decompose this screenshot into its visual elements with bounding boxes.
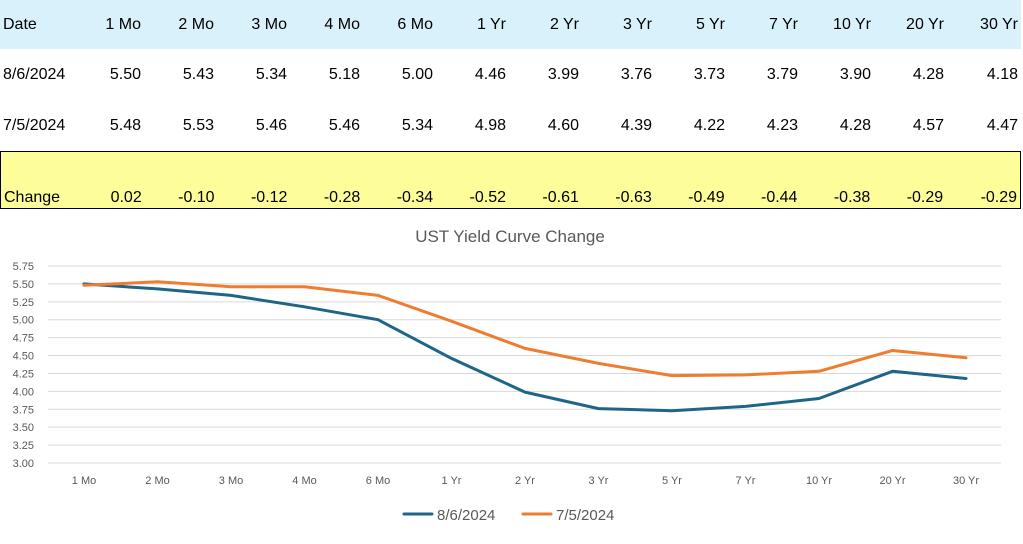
header-cell: 1 Mo xyxy=(105,15,141,33)
y-tick-label: 3.00 xyxy=(13,458,34,470)
row-cell: 3.76 xyxy=(620,65,652,83)
legend-label: 8/6/2024 xyxy=(437,507,495,524)
change-cell: -0.29 xyxy=(906,189,944,206)
x-tick-label: 1 Yr xyxy=(442,475,462,487)
yield-curve-chart: UST Yield Curve Change 3.00 3.25 3.50 3.75 4.… xyxy=(0,219,1021,539)
legend-label: 7/5/2024 xyxy=(556,507,614,524)
row-cell: 4.47 xyxy=(986,116,1018,134)
chart-svg: UST Yield Curve Change 3.00 3.25 3.50 3.75 4.… xyxy=(13,227,1001,524)
row-cell: 4.46 xyxy=(474,65,506,83)
yield-table: Date 1 Mo 2 Mo 3 Mo 4 Mo 6 Mo 1 Yr 2 Yr 3 Yr 5 Yr… xyxy=(0,0,1021,209)
row-cell: 3.90 xyxy=(839,65,871,83)
y-tick-label: 5.00 xyxy=(13,315,34,327)
x-tick-label: 6 Mo xyxy=(366,475,390,487)
y-tick-label: 4.25 xyxy=(13,368,34,380)
row-cell: 5.53 xyxy=(182,116,214,134)
row-cell: 5.00 xyxy=(401,65,433,83)
header-cell: 5 Yr xyxy=(695,15,725,33)
y-tick-label: 5.50 xyxy=(13,279,34,291)
x-tick-label: 20 Yr xyxy=(879,475,905,487)
change-cell: -0.10 xyxy=(178,189,215,206)
header-cell: 2 Yr xyxy=(549,15,579,33)
row-cell: 4.28 xyxy=(912,65,944,83)
row-cell: 4.57 xyxy=(912,116,944,134)
row-cell: 4.23 xyxy=(766,116,798,134)
y-tick-label: 5.75 xyxy=(13,261,34,273)
change-cell: -0.44 xyxy=(760,189,798,206)
x-tick-label: 10 Yr xyxy=(806,475,832,487)
chart-title: UST Yield Curve Change xyxy=(415,227,605,246)
table-header-row: Date 1 Mo 2 Mo 3 Mo 4 Mo 6 Mo 1 Yr 2 Yr 3 Yr 5 Yr… xyxy=(0,0,1021,49)
row-cell: 5.50 xyxy=(109,65,141,83)
y-tick-label: 3.50 xyxy=(13,422,34,434)
row-cell: 7/5/2024 xyxy=(3,116,66,134)
row-cell: 5.48 xyxy=(109,116,141,134)
change-cell: -0.29 xyxy=(980,189,1018,206)
row-cell: 4.60 xyxy=(547,116,579,134)
header-cell: 20 Yr xyxy=(906,15,944,33)
table-row: 8/6/2024 5.50 5.43 5.34 5.18 5.00 4.46 3.99 3.76… xyxy=(0,49,1021,100)
x-tick-label: 3 Mo xyxy=(219,475,243,487)
header-cell: 30 Yr xyxy=(980,15,1018,33)
change-cell: -0.34 xyxy=(396,189,434,206)
y-tick-label: 3.75 xyxy=(13,404,34,416)
x-tick-label: 5 Yr xyxy=(662,475,682,487)
x-tick-label: 30 Yr xyxy=(953,475,979,487)
row-cell: 3.73 xyxy=(693,65,725,83)
change-cell: -0.38 xyxy=(833,189,871,206)
x-tick-label: 2 Mo xyxy=(145,475,169,487)
x-tick-label: 2 Yr xyxy=(515,475,535,487)
x-tick-label: 7 Yr xyxy=(736,475,756,487)
row-cell: 5.43 xyxy=(182,65,214,83)
header-cell: 3 Yr xyxy=(622,15,652,33)
change-cell: -0.63 xyxy=(615,189,652,206)
y-tick-label: 3.25 xyxy=(13,440,34,452)
header-cell: 6 Mo xyxy=(397,15,433,33)
row-cell: 5.46 xyxy=(255,116,287,134)
change-cell: -0.49 xyxy=(688,189,725,206)
y-tick-label: 4.75 xyxy=(13,333,34,345)
x-tick-label: 4 Mo xyxy=(292,475,316,487)
change-cell: -0.12 xyxy=(250,189,288,206)
row-cell: 3.79 xyxy=(766,65,798,83)
y-tick-label: 5.25 xyxy=(13,297,34,309)
change-cell: -0.52 xyxy=(469,189,507,206)
row-cell: 5.18 xyxy=(328,65,360,83)
row-cell: 4.98 xyxy=(474,116,506,134)
row-cell: 4.22 xyxy=(693,116,725,134)
row-cell: 4.18 xyxy=(986,65,1018,83)
row-cell: 5.34 xyxy=(255,65,287,83)
header-cell: 2 Mo xyxy=(178,15,214,33)
series-line-0 xyxy=(82,282,968,413)
change-row: Change 0.02 -0.10 -0.12 -0.28 -0.34 -0.52 -0.61… xyxy=(0,151,1021,209)
row-cell: 8/6/2024 xyxy=(3,65,66,83)
header-cell: 10 Yr xyxy=(833,15,871,33)
header-cell: Date xyxy=(3,15,37,33)
change-cell: Change xyxy=(4,189,61,206)
row-cell: 4.39 xyxy=(620,116,652,134)
y-tick-label: 4.00 xyxy=(13,386,34,398)
row-cell: 4.28 xyxy=(839,116,871,134)
header-cell: 1 Yr xyxy=(476,15,506,33)
header-cell: 7 Yr xyxy=(768,15,798,33)
x-tick-label: 1 Mo xyxy=(72,475,96,487)
row-cell: 5.34 xyxy=(401,116,433,134)
table-row: 7/5/2024 5.48 5.53 5.46 5.46 5.34 4.98 4.60 4.39… xyxy=(0,100,1021,151)
header-cell: 4 Mo xyxy=(324,15,360,33)
x-tick-label: 3 Yr xyxy=(589,475,609,487)
row-cell: 3.99 xyxy=(547,65,579,83)
change-cell: 0.02 xyxy=(110,189,142,206)
change-cell: -0.28 xyxy=(323,189,361,206)
series-line-1 xyxy=(82,280,968,378)
row-cell: 5.46 xyxy=(328,116,360,134)
change-cell: -0.61 xyxy=(542,189,579,206)
header-cell: 3 Mo xyxy=(251,15,287,33)
y-tick-label: 4.50 xyxy=(13,351,34,363)
